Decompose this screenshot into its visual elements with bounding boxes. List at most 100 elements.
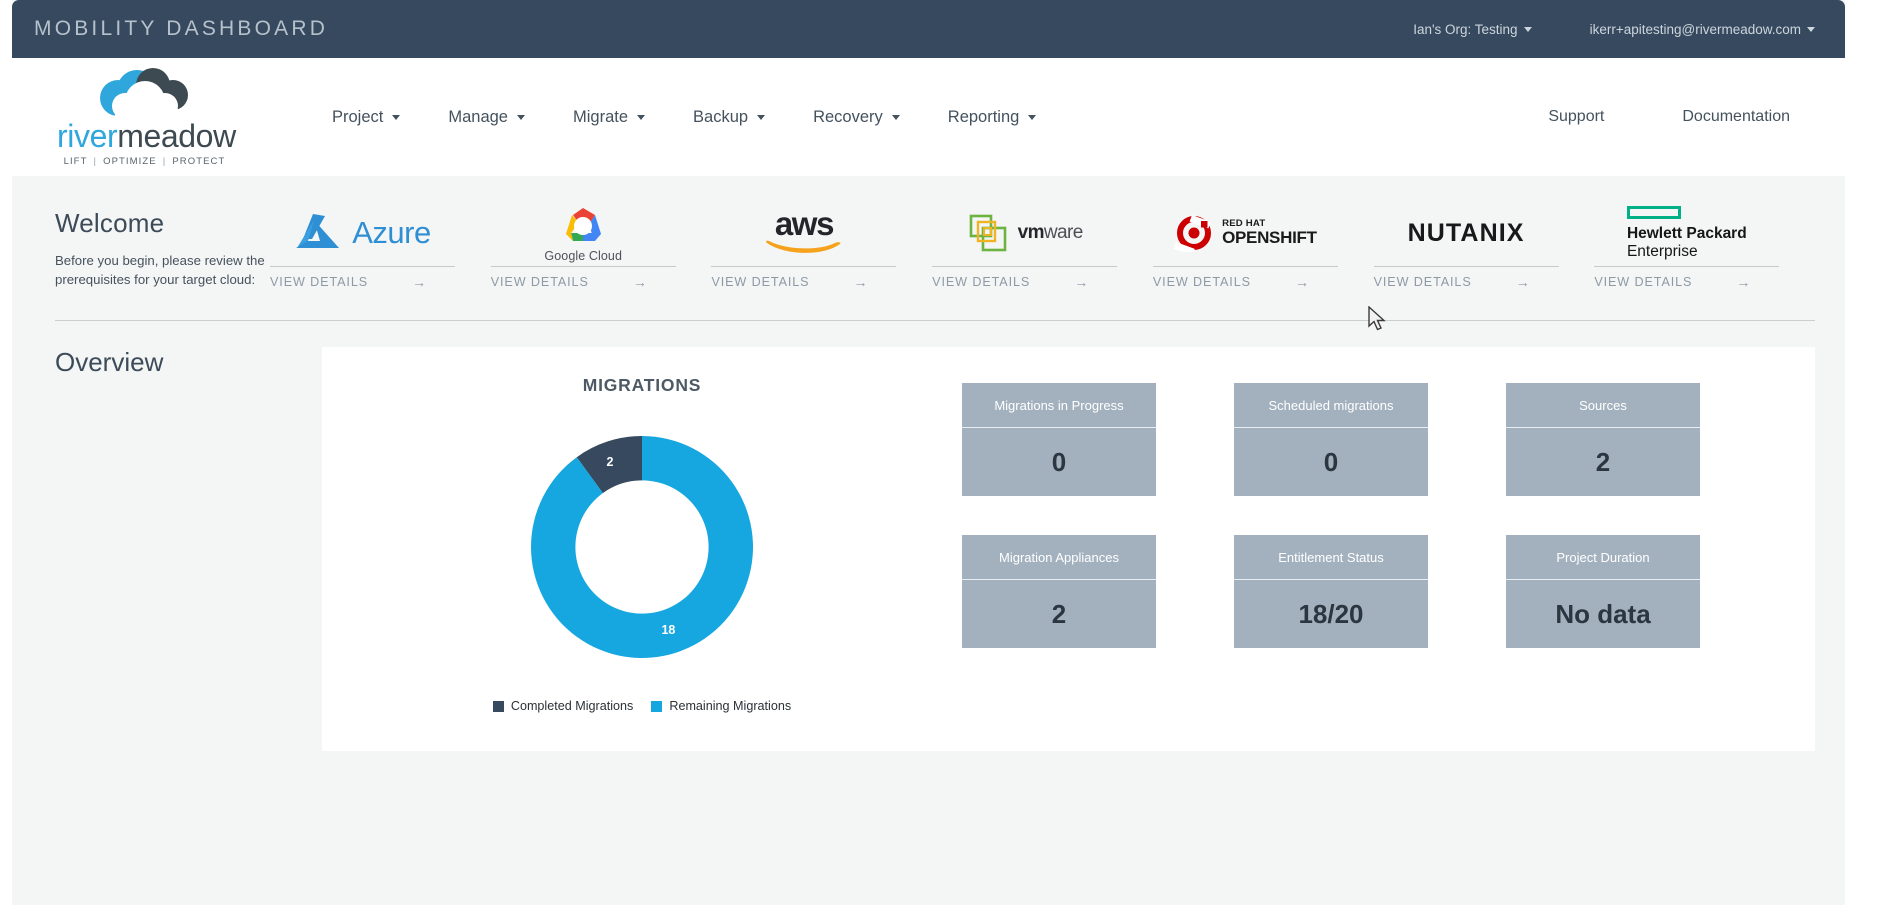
nutanix-wordmark: NUTANIX <box>1407 218 1525 247</box>
tagline-separator: | <box>93 155 98 167</box>
openshift-logo: RED HAT OPENSHIFT <box>1153 202 1338 264</box>
stat-card-value: 18/20 <box>1298 598 1364 629</box>
view-details-openshift[interactable]: VIEW DETAILS → <box>1152 266 1338 290</box>
nav-item-migrate[interactable]: Migrate <box>573 107 646 127</box>
chevron-down-icon <box>637 114 646 120</box>
chart-title: MIGRATIONS <box>582 375 702 395</box>
chart-legend: Completed Migrations Remaining Migration… <box>492 699 791 713</box>
arrow-right-icon: → <box>853 274 869 290</box>
vmware-wordmark: vmware <box>1017 222 1084 244</box>
openshift-wordmark: OPENSHIFT <box>1222 228 1317 248</box>
stat-card-title: Entitlement Status <box>1234 535 1428 580</box>
stat-card-sources[interactable]: Sources 2 <box>1506 383 1700 496</box>
nav-item-label: Recovery <box>813 107 883 126</box>
welcome-block: Welcome Before you begin, please review … <box>12 176 270 289</box>
donut-slice-1[interactable] <box>531 436 753 658</box>
nav-item-project[interactable]: Project <box>332 107 401 127</box>
chevron-down-icon <box>392 114 401 120</box>
logo-wordmark: rivermeadow <box>57 117 236 154</box>
stat-card-title: Migration Appliances <box>962 535 1156 580</box>
cloud-card-azure: Azure VIEW DETAILS → <box>270 202 491 290</box>
stat-card-title: Project Duration <box>1506 535 1700 580</box>
org-selector[interactable]: Ian's Org: Testing <box>1413 22 1532 37</box>
aws-swoosh-icon <box>766 240 841 253</box>
cloud-card-nutanix: NUTANIX VIEW DETAILS → <box>1373 202 1595 290</box>
account-menu-label: ikerr+apitesting@rivermeadow.com <box>1589 21 1801 37</box>
support-link[interactable]: Support <box>1548 108 1605 125</box>
chevron-down-icon <box>757 114 766 120</box>
view-details-label: VIEW DETAILS <box>1152 275 1251 289</box>
stat-card-value: 0 <box>1323 446 1339 477</box>
rivermeadow-logo[interactable]: rivermeadow LIFT | OPTIMIZE | PROTECT <box>57 67 236 167</box>
view-details-nutanix[interactable]: VIEW DETAILS → <box>1373 266 1559 290</box>
nav-item-label: Manage <box>448 107 508 126</box>
overview-panel: MIGRATIONS 2 18 Completed Migrations <box>322 347 1815 751</box>
cloud-provider-list: Azure VIEW DETAILS → <box>270 176 1845 290</box>
stat-card-title: Scheduled migrations <box>1234 383 1428 428</box>
logo-word-river: river <box>57 117 118 154</box>
azure-logo: Azure <box>270 202 455 264</box>
legend-swatch <box>651 700 663 712</box>
hpe-bar-icon <box>1626 206 1681 219</box>
account-menu[interactable]: ikerr+apitesting@rivermeadow.com <box>1590 22 1815 37</box>
main-header: rivermeadow LIFT | OPTIMIZE | PROTECT Pr… <box>12 58 1845 176</box>
top-bar: MOBILITY DASHBOARD Ian's Org: Testing ik… <box>12 0 1845 58</box>
stat-card-project-duration[interactable]: Project Duration No data <box>1506 535 1700 648</box>
vmware-wordmark-bold: vm <box>1017 222 1045 243</box>
arrow-right-icon: → <box>1515 274 1531 290</box>
nav-item-manage[interactable]: Manage <box>448 108 525 127</box>
nav-item-reporting[interactable]: Reporting <box>948 108 1037 127</box>
google-cloud-wordmark: Google Cloud <box>544 248 623 263</box>
legend-item-completed[interactable]: Completed Migrations <box>492 699 634 713</box>
donut-slice-0[interactable] <box>576 436 642 494</box>
cloud-card-openshift: RED HAT OPENSHIFT VIEW DETAILS → <box>1152 202 1374 290</box>
section-divider <box>55 320 1815 321</box>
cloud-logo-icon <box>85 67 205 118</box>
stat-card-title: Migrations in Progress <box>962 383 1156 428</box>
view-details-label: VIEW DETAILS <box>711 275 810 289</box>
stat-card-title: Sources <box>1506 383 1700 428</box>
legend-item-remaining[interactable]: Remaining Migrations <box>651 699 791 713</box>
donut-slice-label-completed: 2 <box>606 454 614 469</box>
stat-card-migrations-in-progress[interactable]: Migrations in Progress 0 <box>962 383 1156 496</box>
main-nav: Project Manage Migrate Backup Recovery R… <box>332 107 1037 127</box>
view-details-azure[interactable]: VIEW DETAILS → <box>270 266 455 290</box>
nav-item-label: Project <box>332 107 384 126</box>
view-details-hpe[interactable]: VIEW DETAILS → <box>1594 266 1780 290</box>
documentation-link[interactable]: Documentation <box>1682 108 1790 125</box>
vmware-icon <box>969 214 1006 252</box>
stat-card-migration-appliances[interactable]: Migration Appliances 2 <box>962 535 1156 648</box>
view-details-label: VIEW DETAILS <box>270 275 369 289</box>
vmware-wordmark-light: ware <box>1043 222 1083 243</box>
tagline-protect: PROTECT <box>172 155 226 167</box>
view-details-label: VIEW DETAILS <box>1373 275 1472 289</box>
stat-card-value: No data <box>1555 598 1651 629</box>
view-details-google-cloud[interactable]: VIEW DETAILS → <box>490 266 676 290</box>
vmware-logo: vmware <box>932 202 1117 264</box>
hpe-wordmark-bottom: Enterprise <box>1626 242 1698 260</box>
nav-item-label: Backup <box>693 107 749 126</box>
welcome-subtitle: Before you begin, please review the prer… <box>55 253 265 288</box>
legend-label: Completed Migrations <box>510 699 634 713</box>
nav-item-label: Reporting <box>947 107 1020 126</box>
nav-item-recovery[interactable]: Recovery <box>813 108 900 127</box>
app-root: MOBILITY DASHBOARD Ian's Org: Testing ik… <box>12 0 1845 905</box>
stat-cards: Migrations in Progress 0 Scheduled migra… <box>962 347 1815 751</box>
overview-title: Overview <box>55 347 164 377</box>
stat-card-entitlement-status[interactable]: Entitlement Status 18/20 <box>1234 535 1428 648</box>
overview-section: Overview MIGRATIONS 2 18 Completed Migra… <box>12 321 1845 751</box>
arrow-right-icon: → <box>412 274 427 290</box>
donut-svg <box>531 436 753 658</box>
stat-card-scheduled-migrations[interactable]: Scheduled migrations 0 <box>1234 383 1428 496</box>
red-hat-openshift-icon <box>1174 214 1212 252</box>
legend-swatch <box>492 700 504 712</box>
view-details-vmware[interactable]: VIEW DETAILS → <box>932 266 1118 290</box>
nav-item-label: Migrate <box>573 107 629 126</box>
chevron-down-icon <box>1028 114 1037 120</box>
view-details-aws[interactable]: VIEW DETAILS → <box>711 266 897 290</box>
view-details-label: VIEW DETAILS <box>490 275 589 289</box>
arrow-right-icon: → <box>1294 274 1310 290</box>
nav-item-backup[interactable]: Backup <box>693 107 766 127</box>
logo-word-meadow: meadow <box>117 117 236 154</box>
tagline-separator: | <box>162 155 167 167</box>
